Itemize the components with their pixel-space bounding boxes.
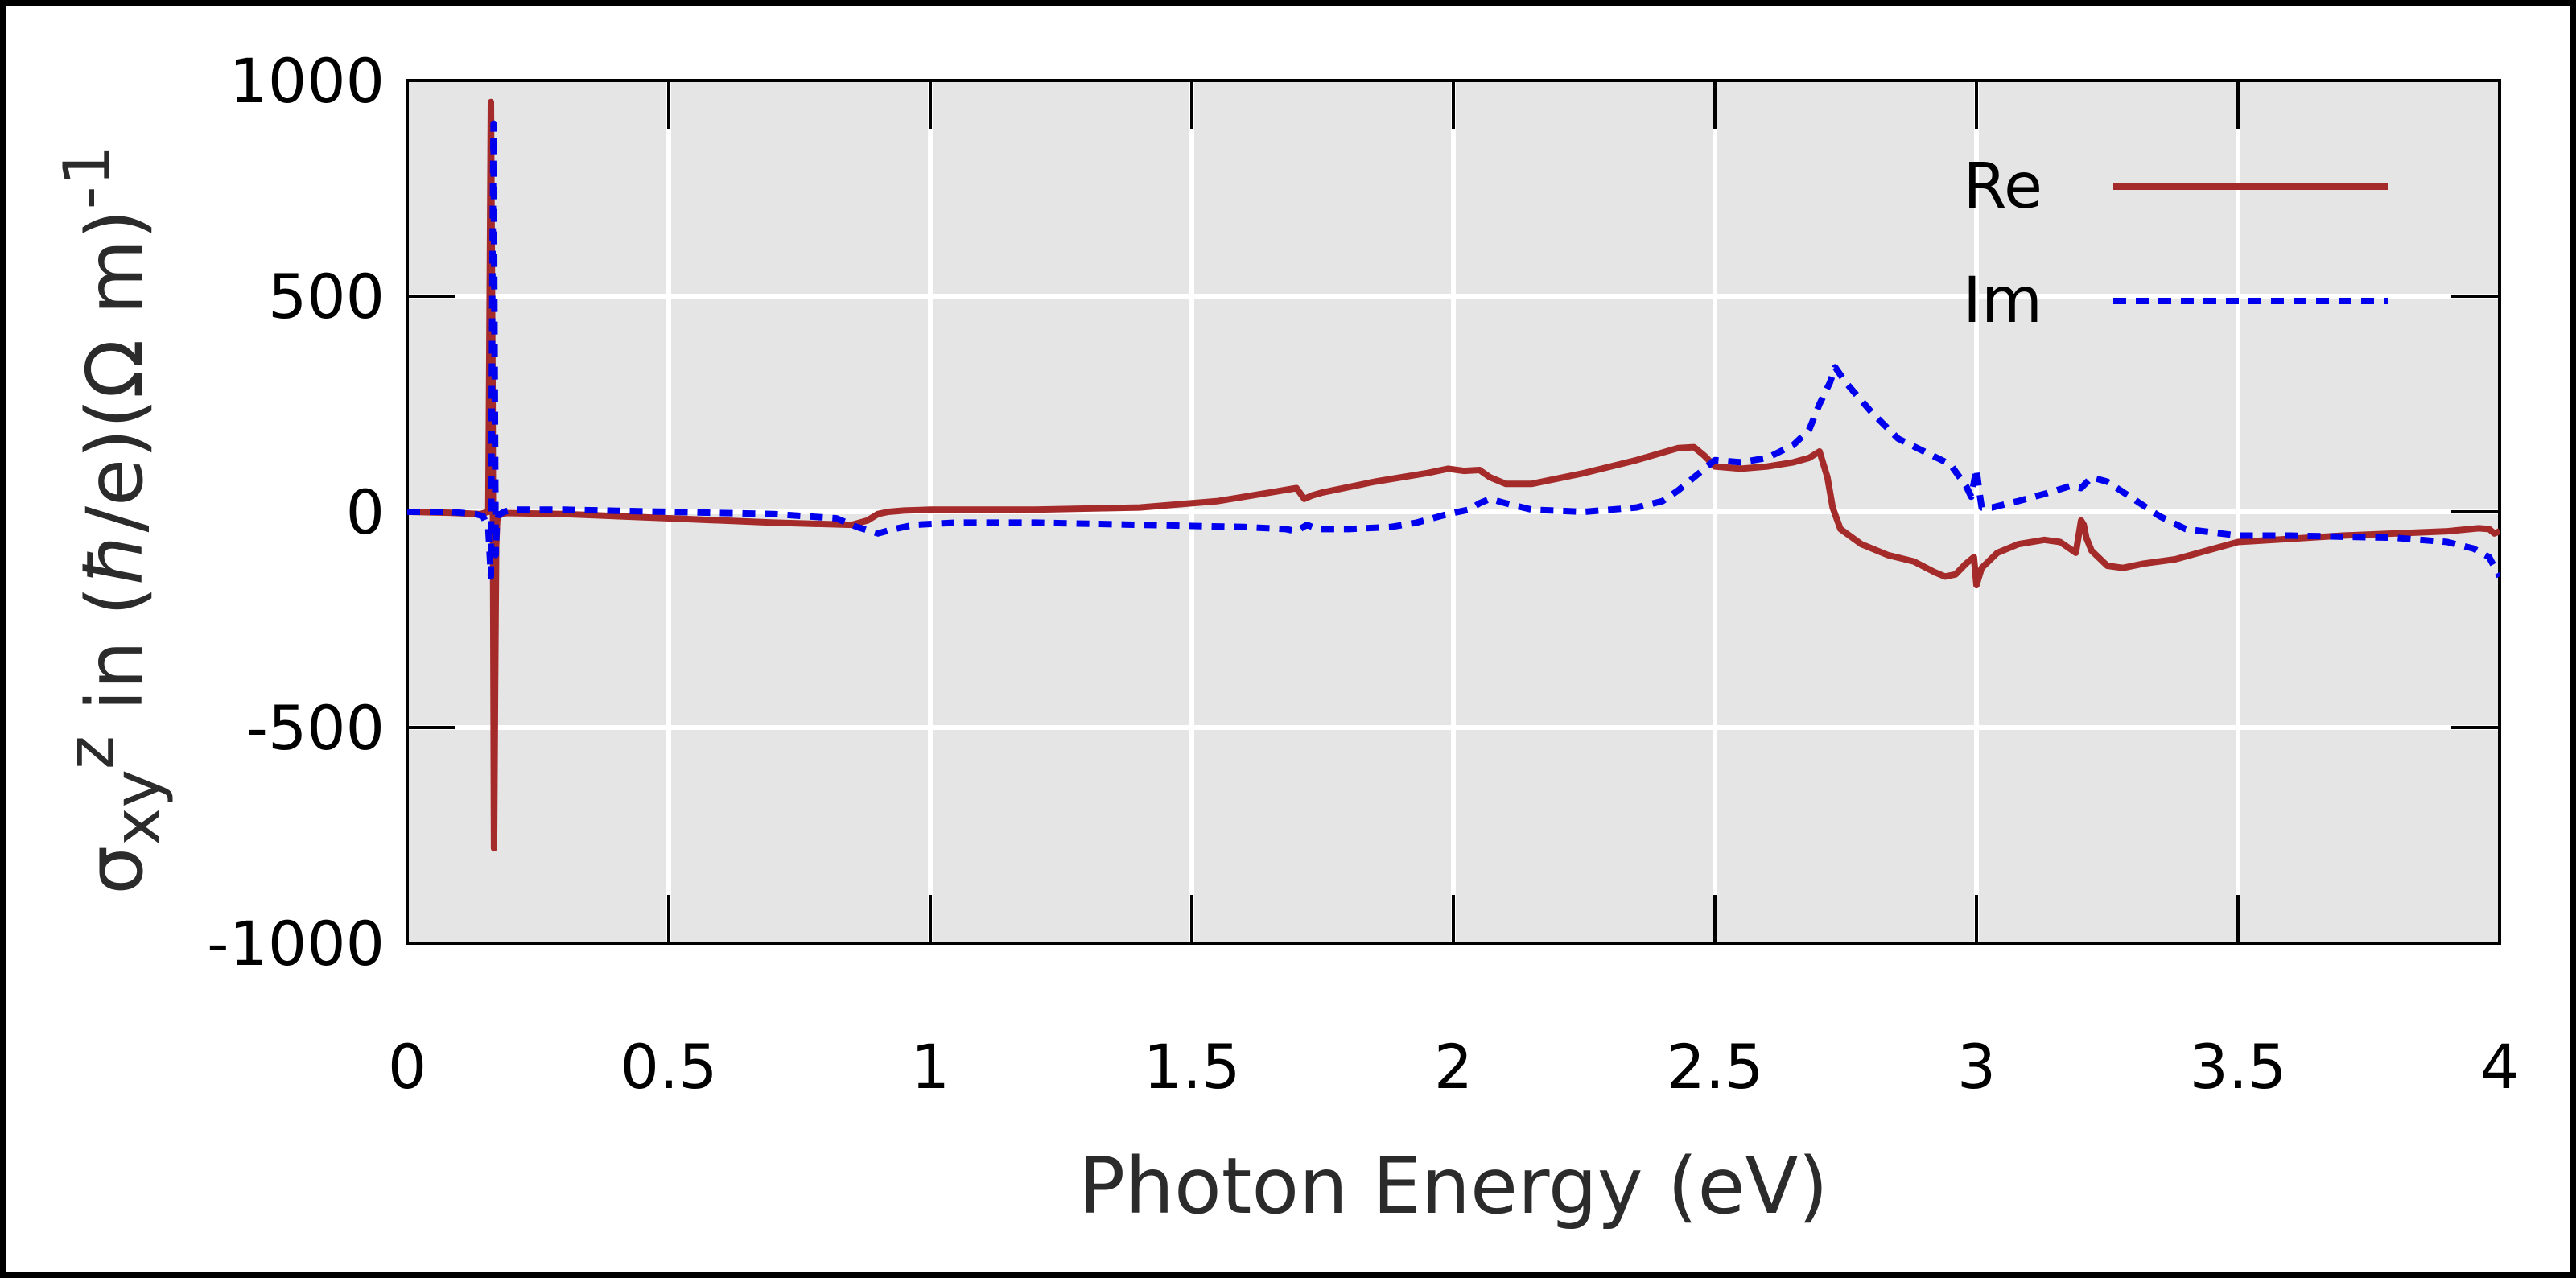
y-axis-label-mid: in ( xyxy=(70,586,160,736)
x-tick-label: 0 xyxy=(388,1031,427,1103)
y-axis-label-superscript: z xyxy=(53,736,128,769)
y-axis-label-subscript: xy xyxy=(100,769,175,846)
series-line-re xyxy=(407,98,2500,852)
x-axis-label: Photon Energy (eV) xyxy=(1078,1141,1828,1231)
x-tick-label: 1 xyxy=(911,1031,950,1103)
x-tick-label: 4 xyxy=(2480,1031,2519,1103)
y-tick-label: -500 xyxy=(246,692,385,764)
y-axis-label-exponent: -1 xyxy=(50,145,125,209)
y-tick-label: 0 xyxy=(346,476,385,548)
y-tick-label: -1000 xyxy=(207,908,385,979)
y-tick-label: 500 xyxy=(268,261,385,332)
legend: Re Im xyxy=(1963,150,2388,337)
y-tick-label: 1000 xyxy=(229,45,385,117)
y-tick-labels: -1000 -500 0 500 1000 xyxy=(207,45,385,979)
x-tick-labels: 0 0.5 1 1.5 2 2.5 3 3.5 4 xyxy=(388,1031,2519,1103)
x-tick-label: 1.5 xyxy=(1144,1031,1241,1103)
x-tick-label: 3.5 xyxy=(2190,1031,2287,1103)
y-axis-label-sigma: σ xyxy=(70,846,160,895)
series-layer xyxy=(407,98,2500,852)
legend-label-re: Re xyxy=(1963,150,2042,223)
x-tick-label: 0.5 xyxy=(620,1031,718,1103)
y-axis-label-units: /e)(Ω m) xyxy=(70,209,160,532)
y-axis-label: σxyz in (ħ/e)(Ω m)-1 xyxy=(50,145,175,894)
x-tick-label: 2 xyxy=(1434,1031,1473,1103)
legend-label-im: Im xyxy=(1963,265,2042,337)
y-axis-label-hbar: ħ xyxy=(70,532,160,586)
x-tick-label: 3 xyxy=(1957,1031,1996,1103)
line-chart: 0 0.5 1 1.5 2 2.5 3 3.5 4 -1000 -500 0 500 1000 Re Im… xyxy=(50,45,2519,1231)
x-tick-label: 2.5 xyxy=(1667,1031,1764,1103)
